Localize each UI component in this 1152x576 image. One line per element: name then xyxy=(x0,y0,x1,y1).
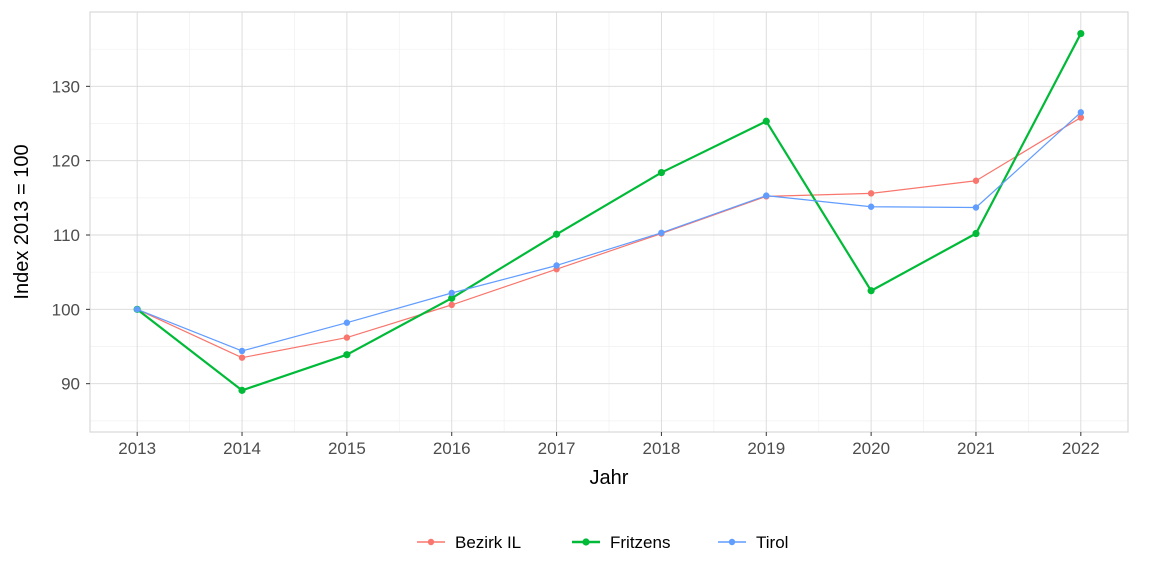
legend-swatch-point xyxy=(428,539,434,545)
x-tick-label: 2020 xyxy=(852,439,890,458)
legend-item-tirol: Tirol xyxy=(718,533,788,552)
series-point-fritzens xyxy=(868,287,875,294)
series-point-tirol xyxy=(973,204,979,210)
y-axis-title: Index 2013 = 100 xyxy=(11,144,33,299)
y-tick-label: 90 xyxy=(61,375,80,394)
x-tick-label: 2015 xyxy=(328,439,366,458)
series-point-bezirk_il xyxy=(973,178,979,184)
x-tick-label: 2016 xyxy=(433,439,471,458)
legend-item-bezirk_il: Bezirk IL xyxy=(417,533,521,552)
series-point-tirol xyxy=(1078,109,1084,115)
legend-swatch-point xyxy=(582,538,589,545)
series-point-tirol xyxy=(134,306,140,312)
series-point-tirol xyxy=(763,192,769,198)
x-axis-title: Jahr xyxy=(590,467,629,489)
series-point-fritzens xyxy=(763,118,770,125)
series-point-bezirk_il xyxy=(868,190,874,196)
x-tick-label: 2013 xyxy=(118,439,156,458)
legend-swatch-point xyxy=(729,539,735,545)
series-point-bezirk_il xyxy=(344,334,350,340)
x-tick-label: 2018 xyxy=(643,439,681,458)
legend-item-fritzens: Fritzens xyxy=(572,533,670,552)
y-tick-label: 120 xyxy=(52,152,80,171)
series-point-tirol xyxy=(449,290,455,296)
series-point-fritzens xyxy=(658,169,665,176)
series-point-fritzens xyxy=(1077,30,1084,37)
line-chart: 2013 2014 2015 2016 2017 2018 2019 2020 2021 2022… xyxy=(0,0,1152,576)
series-point-tirol xyxy=(868,204,874,210)
x-tick-label: 2022 xyxy=(1062,439,1100,458)
series-point-bezirk_il xyxy=(239,354,245,360)
legend: Bezirk IL Fritzens Tirol xyxy=(417,533,788,552)
series-point-fritzens xyxy=(238,387,245,394)
y-tick-label: 130 xyxy=(52,77,80,96)
legend-label: Tirol xyxy=(756,533,788,552)
y-tick-label: 110 xyxy=(53,226,80,245)
series-point-tirol xyxy=(344,320,350,326)
x-tick-label: 2017 xyxy=(538,439,576,458)
series-point-fritzens xyxy=(343,351,350,358)
series-point-fritzens xyxy=(553,231,560,238)
y-tick-label: 100 xyxy=(52,300,80,319)
series-point-bezirk_il xyxy=(449,302,455,308)
series-point-fritzens xyxy=(972,230,979,237)
series-point-tirol xyxy=(239,348,245,354)
x-tick-label: 2014 xyxy=(223,439,261,458)
series-point-tirol xyxy=(658,230,664,236)
series-point-tirol xyxy=(553,262,559,268)
x-tick-label: 2021 xyxy=(957,439,995,458)
legend-label: Fritzens xyxy=(610,533,670,552)
legend-label: Bezirk IL xyxy=(455,533,521,552)
x-tick-label: 2019 xyxy=(747,439,785,458)
